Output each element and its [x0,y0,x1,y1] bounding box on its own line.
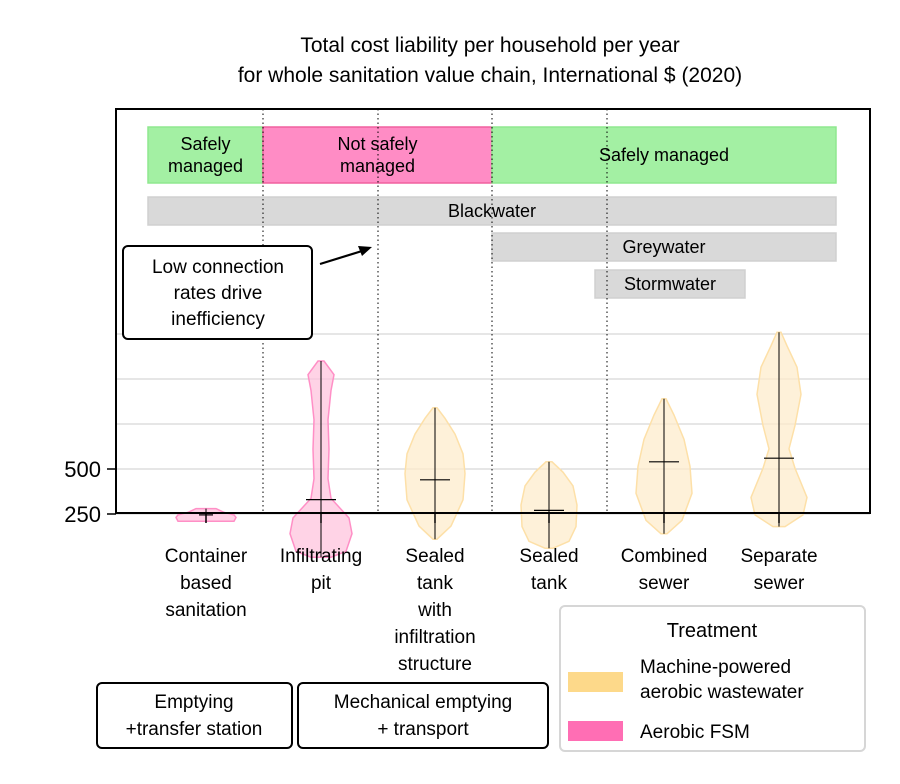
band-label: Blackwater [448,201,536,221]
band-label: Safely managed [599,145,729,165]
legend-title: Treatment [667,620,758,642]
chart-title: Total cost liability per household per y… [238,34,742,87]
violin [520,461,578,549]
violin [635,398,693,535]
violin [404,407,466,540]
title-line-1: Total cost liability per household per y… [300,34,679,57]
band-safely-managed [491,126,837,184]
annotation-text: Low connection rates drive inefficiency [152,257,284,330]
annotation-box [122,245,313,340]
process-box-label: Emptying +transfer station [126,692,263,740]
annotation-arrowhead [358,246,372,256]
legend-label: Aerobic FSM [640,722,750,743]
legend-frame [559,605,866,752]
band-label: Safely managed [168,134,243,176]
legend: Treatment Machine-powered aerobic wastewat… [559,605,866,752]
violins [175,331,808,558]
band-label: Not safely managed [337,134,417,176]
x-tick-label: Container based sanitation [165,546,248,621]
x-tick-label: Sealed tank [519,546,578,594]
legend-swatch [568,672,623,692]
band-label: Stormwater [624,274,716,294]
violin [289,360,353,558]
process-box [297,682,549,749]
band-label: Greywater [622,237,705,257]
x-axis: Container based sanitation Infiltrating pit S… [165,513,818,675]
bottom-boxes: Emptying +transfer station Mechanical empt… [96,682,549,749]
x-tick-label: Combined sewer [621,546,708,594]
y-axis: 250 500 [64,457,116,527]
title-line-2: for whole sanitation value chain, Intern… [238,64,742,87]
annotation: Low connection rates drive inefficiency [122,245,372,340]
band-blackwater [147,196,837,226]
process-box [96,682,293,749]
legend-label: Machine-powered aerobic wastewater [640,657,804,703]
x-tick-label: Sealed tank with infiltration structure [394,546,475,675]
y-tick-label: 250 [64,502,101,527]
y-tick-label: 500 [64,457,101,482]
plot-frame [115,108,871,514]
legend-swatch [568,721,623,741]
violin [750,331,808,528]
band-stormwater [594,269,746,299]
process-box-label: Mechanical emptying + transport [334,692,512,740]
band-safely-managed [147,126,264,184]
x-tick-label: Separate sewer [740,546,817,594]
x-tick-label: Infiltrating pit [280,546,362,594]
band-greywater [491,232,837,262]
annotation-arrow-shaft [319,249,363,266]
